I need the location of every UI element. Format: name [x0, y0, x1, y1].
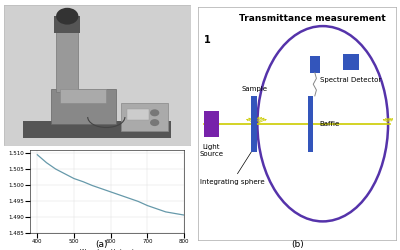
Bar — [342, 54, 359, 70]
Bar — [308, 96, 314, 152]
Bar — [60, 89, 106, 103]
Bar — [251, 96, 257, 152]
Text: (b): (b) — [292, 240, 304, 250]
X-axis label: Wavelength (nm): Wavelength (nm) — [80, 249, 134, 250]
Circle shape — [150, 109, 159, 116]
Circle shape — [150, 119, 159, 126]
Bar — [54, 16, 80, 33]
Bar — [310, 56, 320, 72]
Bar — [121, 103, 168, 131]
Text: Baffle: Baffle — [319, 121, 340, 127]
Y-axis label: Refractive Index: Refractive Index — [0, 166, 2, 217]
Bar — [22, 121, 172, 138]
Text: Spectral Detector: Spectral Detector — [320, 77, 382, 83]
Bar — [50, 89, 116, 124]
Text: Sample: Sample — [241, 86, 267, 92]
Text: 1: 1 — [204, 36, 211, 46]
Text: Transmittance measurement: Transmittance measurement — [240, 14, 386, 24]
Circle shape — [56, 8, 78, 24]
Bar — [204, 111, 219, 136]
Text: (a): (a) — [96, 240, 108, 250]
Text: Integrating sphere: Integrating sphere — [200, 145, 265, 185]
Text: Light
Source: Light Source — [199, 144, 223, 156]
Bar — [127, 108, 149, 120]
Bar — [56, 29, 78, 92]
